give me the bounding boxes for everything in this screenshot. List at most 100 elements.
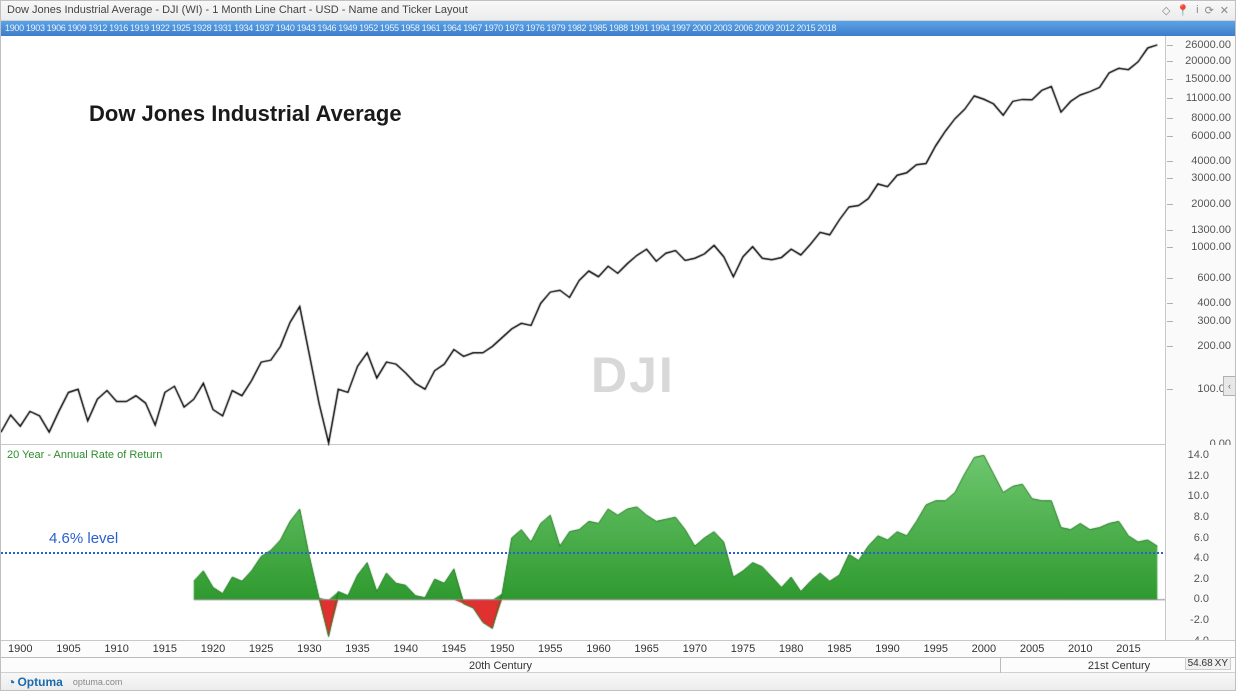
chart-title-label: Dow Jones Industrial Average <box>89 101 402 127</box>
expand-handle-icon[interactable]: ‹ <box>1223 376 1235 396</box>
ruler-year: 1955 <box>380 23 399 33</box>
x-tick: 1980 <box>779 643 803 655</box>
ruler-year: 1997 <box>672 23 691 33</box>
ruler-year: 1988 <box>609 23 628 33</box>
ruler-year: 1906 <box>47 23 66 33</box>
ruler-year: 1931 <box>213 23 232 33</box>
y-axis-sub[interactable]: 4.0-2.00.02.04.06.08.010.012.014.0 <box>1165 445 1235 641</box>
status-mode: XY <box>1215 658 1228 669</box>
x-tick: 1910 <box>104 643 128 655</box>
x-tick: 1950 <box>490 643 514 655</box>
y-tick: 300.00 <box>1197 315 1231 327</box>
y-tick: 11000.00 <box>1186 92 1231 104</box>
sub-chart-title: 20 Year - Annual Rate of Return <box>7 449 162 461</box>
chart-window: Dow Jones Industrial Average - DJI (WI) … <box>0 0 1236 691</box>
info-icon[interactable]: i <box>1196 4 1198 17</box>
y-tick-sub: 14.0 <box>1188 449 1209 461</box>
x-tick: 1920 <box>201 643 225 655</box>
titlebar-icons: ◇ 📍 i ⟳ ✕ <box>1162 4 1229 17</box>
ticker-watermark: DJI <box>591 346 675 404</box>
x-tick: 1975 <box>731 643 755 655</box>
ruler-year: 1934 <box>234 23 253 33</box>
x-tick: 1985 <box>827 643 851 655</box>
y-tick-sub: 6.0 <box>1194 532 1209 544</box>
x-tick: 2000 <box>972 643 996 655</box>
ruler-year: 1922 <box>151 23 170 33</box>
y-tick: 4000.00 <box>1191 155 1231 167</box>
pin-icon[interactable]: 📍 <box>1176 4 1190 17</box>
status-value: 54.68 <box>1188 658 1213 669</box>
ruler-year: 1994 <box>651 23 670 33</box>
x-tick: 1900 <box>8 643 32 655</box>
y-tick: 1300.00 <box>1191 224 1231 236</box>
refresh-icon[interactable]: ⟳ <box>1205 4 1214 17</box>
x-tick: 1955 <box>538 643 562 655</box>
y-tick-sub: -2.0 <box>1190 614 1209 626</box>
ruler-year: 1973 <box>505 23 524 33</box>
century-20-label: 20th Century <box>1 657 1001 673</box>
x-tick: 2015 <box>1116 643 1140 655</box>
window-title: Dow Jones Industrial Average - DJI (WI) … <box>7 4 1162 16</box>
y-tick: 400.00 <box>1197 297 1231 309</box>
titlebar: Dow Jones Industrial Average - DJI (WI) … <box>1 1 1235 21</box>
main-price-chart[interactable]: DJI Dow Jones Industrial Average 0.00100… <box>1 36 1235 445</box>
ruler-year: 1940 <box>276 23 295 33</box>
y-tick: 3000.00 <box>1191 172 1231 184</box>
rate-of-return-chart[interactable]: 20 Year - Annual Rate of Return 4.6% lev… <box>1 445 1235 640</box>
x-tick: 1925 <box>249 643 273 655</box>
ruler-year: 1964 <box>442 23 461 33</box>
ruler-year: 1952 <box>359 23 378 33</box>
x-tick: 1970 <box>683 643 707 655</box>
x-tick: 1945 <box>442 643 466 655</box>
ruler-year: 2006 <box>734 23 753 33</box>
x-axis[interactable]: 1900190519101915192019251930193519401945… <box>1 640 1235 672</box>
y-tick: 26000.00 <box>1185 39 1231 51</box>
reference-line-label: 4.6% level <box>49 530 118 547</box>
footer: ◔Optuma optuma.com <box>1 672 1235 690</box>
x-tick: 1960 <box>586 643 610 655</box>
ruler-year: 1925 <box>172 23 191 33</box>
diamond-icon[interactable]: ◇ <box>1162 4 1170 17</box>
price-canvas <box>1 36 1167 446</box>
y-tick-sub: 0.0 <box>1194 593 1209 605</box>
ruler-year: 1916 <box>109 23 128 33</box>
ruler-year: 1976 <box>526 23 545 33</box>
ruler-year: 1946 <box>317 23 336 33</box>
ruler-year: 1928 <box>192 23 211 33</box>
x-tick: 2005 <box>1020 643 1044 655</box>
footer-link[interactable]: optuma.com <box>73 677 123 687</box>
x-tick: 1995 <box>923 643 947 655</box>
ruler-year: 2000 <box>692 23 711 33</box>
x-tick: 1935 <box>345 643 369 655</box>
ruler-year: 2003 <box>713 23 732 33</box>
close-icon[interactable]: ✕ <box>1220 4 1229 17</box>
ruler-year: 2009 <box>755 23 774 33</box>
x-tick: 1930 <box>297 643 321 655</box>
x-tick: 1940 <box>393 643 417 655</box>
ruler-year: 1979 <box>547 23 566 33</box>
ruler-year: 1982 <box>567 23 586 33</box>
ruler-year: 1949 <box>338 23 357 33</box>
ruler-year: 2012 <box>776 23 795 33</box>
ruler-year: 1937 <box>255 23 274 33</box>
x-tick: 1990 <box>875 643 899 655</box>
y-tick: 20000.00 <box>1185 55 1231 67</box>
x-tick: 2010 <box>1068 643 1092 655</box>
y-tick: 6000.00 <box>1191 130 1231 142</box>
ruler-year: 1985 <box>588 23 607 33</box>
y-tick-sub: 10.0 <box>1188 490 1209 502</box>
ruler-year: 1903 <box>26 23 45 33</box>
y-tick-sub: 4.0 <box>1194 552 1209 564</box>
ruler-year: 1943 <box>297 23 316 33</box>
y-tick: 200.00 <box>1197 340 1231 352</box>
ruler-year: 2015 <box>796 23 815 33</box>
optuma-logo[interactable]: ◔Optuma <box>7 674 63 690</box>
century-row: 20th Century 21st Century <box>1 657 1236 673</box>
y-tick: 1000.00 <box>1191 241 1231 253</box>
y-tick-sub: 12.0 <box>1188 470 1209 482</box>
ruler-year: 1958 <box>401 23 420 33</box>
x-tick: 1965 <box>634 643 658 655</box>
time-ruler[interactable]: 1900190319061909191219161919192219251928… <box>1 21 1235 36</box>
y-tick: 2000.00 <box>1191 198 1231 210</box>
status-badge: 54.68 XY <box>1185 657 1231 670</box>
